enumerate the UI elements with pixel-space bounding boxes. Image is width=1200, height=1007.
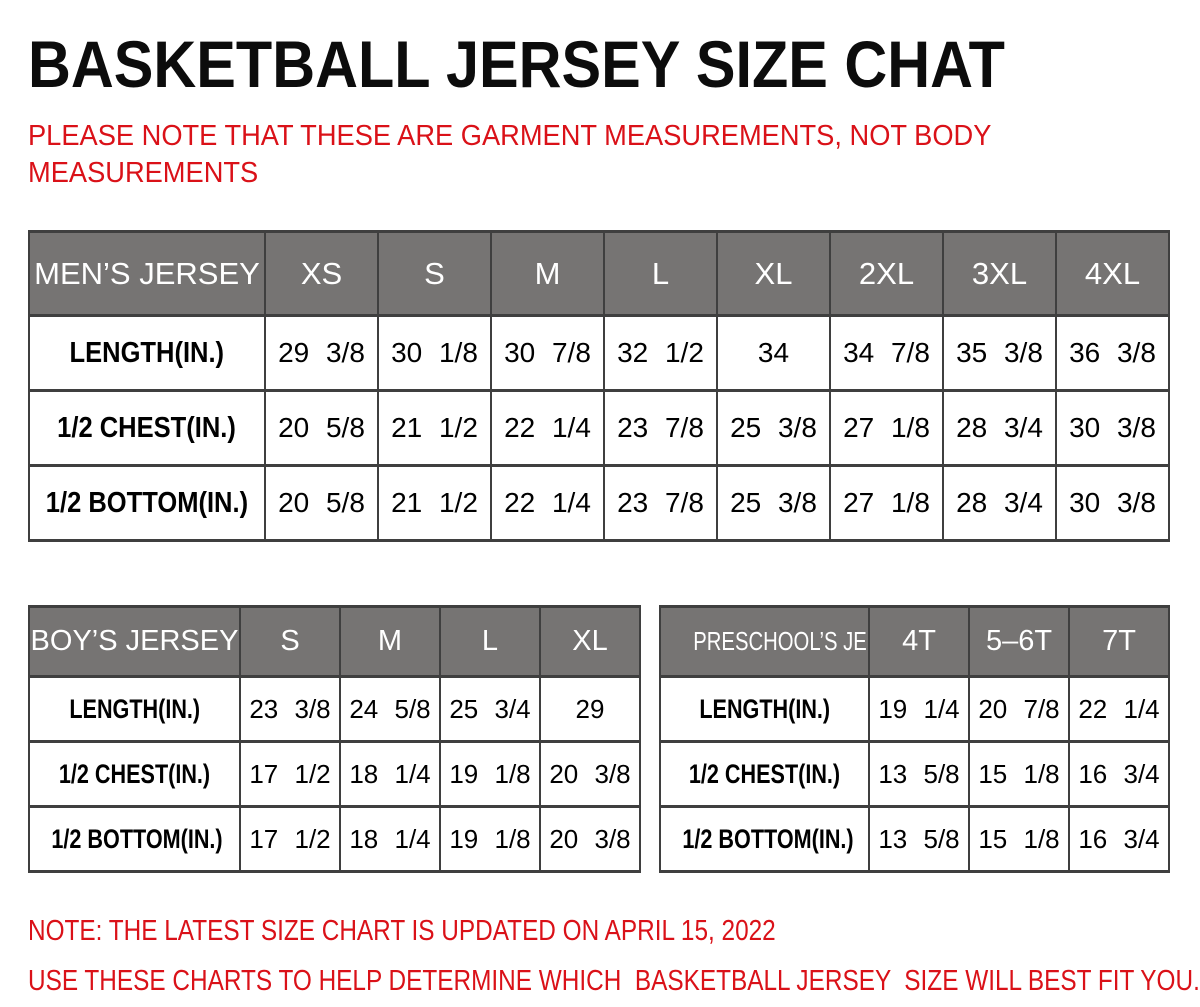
men-bottom-s: 21 1/2 xyxy=(377,464,492,542)
men-size-header-4xl: 4XL xyxy=(1055,230,1170,317)
preschool-size-header-5-6t: 5–6T xyxy=(968,605,1070,678)
men-length-xs: 29 3/8 xyxy=(264,314,379,392)
men-size-header-xs: XS xyxy=(264,230,379,317)
disclaimer-line-1: PLEASE NOTE THAT THESE ARE GARMENT MEASU… xyxy=(28,120,992,152)
preschool-bottom-row: 1/2 BOTTOM(IN.) 13 5/8 15 1/8 16 3/4 xyxy=(659,805,1170,873)
men-chest-2xl: 27 1/8 xyxy=(829,389,944,467)
preschool-chest-row: 1/2 CHEST(IN.) 13 5/8 15 1/8 16 3/4 xyxy=(659,740,1170,808)
men-table-header-row: MEN’S JERSEY XS S M L XL 2XL 3XL 4XL xyxy=(28,230,1170,317)
boys-size-header-l: L xyxy=(439,605,541,678)
boys-size-header-xl: XL xyxy=(539,605,641,678)
boys-length-s: 23 3/8 xyxy=(239,675,341,743)
boys-chest-label: 1/2 CHEST(IN.) xyxy=(28,740,241,808)
boys-chest-l: 19 1/8 xyxy=(439,740,541,808)
men-chest-row: 1/2 CHEST(IN.) 20 5/8 21 1/2 22 1/4 23 7… xyxy=(28,389,1170,467)
men-bottom-l: 23 7/8 xyxy=(603,464,718,542)
men-length-s: 30 1/8 xyxy=(377,314,492,392)
page-title: BASKETBALL JERSEY SIZE CHAT xyxy=(28,27,1005,101)
preschool-length-row: LENGTH(IN.) 19 1/4 20 7/8 22 1/4 xyxy=(659,675,1170,743)
men-bottom-m: 22 1/4 xyxy=(490,464,605,542)
men-length-m: 30 7/8 xyxy=(490,314,605,392)
men-chest-l: 23 7/8 xyxy=(603,389,718,467)
boys-chest-m: 18 1/4 xyxy=(339,740,441,808)
preschool-bottom-4t: 13 5/8 xyxy=(868,805,970,873)
boys-bottom-s: 17 1/2 xyxy=(239,805,341,873)
boys-bottom-label: 1/2 BOTTOM(IN.) xyxy=(28,805,241,873)
boys-length-row: LENGTH(IN.) 23 3/8 24 5/8 25 3/4 29 xyxy=(28,675,641,743)
boys-length-l: 25 3/4 xyxy=(439,675,541,743)
preschool-table-header-row: PRESCHOOL’S JERSEY 4T 5–6T 7T xyxy=(659,605,1170,678)
men-size-header-m: M xyxy=(490,230,605,317)
boys-bottom-xl: 20 3/8 xyxy=(539,805,641,873)
men-chest-4xl: 30 3/8 xyxy=(1055,389,1170,467)
preschool-length-label: LENGTH(IN.) xyxy=(659,675,870,743)
boys-chest-xl: 20 3/8 xyxy=(539,740,641,808)
preschool-length-5-6t: 20 7/8 xyxy=(968,675,1070,743)
men-length-4xl: 36 3/8 xyxy=(1055,314,1170,392)
disclaimer-line-2: MEASUREMENTS xyxy=(28,157,259,189)
men-length-xl: 34 xyxy=(716,314,831,392)
men-length-row: LENGTH(IN.) 29 3/8 30 1/8 30 7/8 32 1/2 … xyxy=(28,314,1170,392)
boys-length-m: 24 5/8 xyxy=(339,675,441,743)
preschool-bottom-5-6t: 15 1/8 xyxy=(968,805,1070,873)
boys-bottom-m: 18 1/4 xyxy=(339,805,441,873)
men-length-3xl: 35 3/8 xyxy=(942,314,1057,392)
men-length-2xl: 34 7/8 xyxy=(829,314,944,392)
footer-notes: NOTE: THE LATEST SIZE CHART IS UPDATED O… xyxy=(28,915,1200,998)
boys-length-xl: 29 xyxy=(539,675,641,743)
men-size-header-s: S xyxy=(377,230,492,317)
men-length-label: LENGTH(IN.) xyxy=(28,314,266,392)
preschool-chest-4t: 13 5/8 xyxy=(868,740,970,808)
preschool-chest-5-6t: 15 1/8 xyxy=(968,740,1070,808)
boys-size-header-s: S xyxy=(239,605,341,678)
update-note: NOTE: THE LATEST SIZE CHART IS UPDATED O… xyxy=(28,915,776,947)
men-bottom-2xl: 27 1/8 xyxy=(829,464,944,542)
preschool-bottom-7t: 16 3/4 xyxy=(1068,805,1170,873)
garment-measurement-disclaimer: PLEASE NOTE THAT THESE ARE GARMENT MEASU… xyxy=(28,118,1172,192)
preschool-bottom-label: 1/2 BOTTOM(IN.) xyxy=(659,805,870,873)
men-bottom-row: 1/2 BOTTOM(IN.) 20 5/8 21 1/2 22 1/4 23 … xyxy=(28,464,1170,542)
boys-bottom-row: 1/2 BOTTOM(IN.) 17 1/2 18 1/4 19 1/8 20 … xyxy=(28,805,641,873)
preschool-jersey-size-table: PRESCHOOL’S JERSEY 4T 5–6T 7T LENGTH(IN.… xyxy=(659,605,1170,873)
men-table-title-cell: MEN’S JERSEY xyxy=(28,230,266,317)
boys-chest-row: 1/2 CHEST(IN.) 17 1/2 18 1/4 19 1/8 20 3… xyxy=(28,740,641,808)
men-bottom-3xl: 28 3/4 xyxy=(942,464,1057,542)
men-size-header-2xl: 2XL xyxy=(829,230,944,317)
boys-length-label: LENGTH(IN.) xyxy=(28,675,241,743)
preschool-chest-label: 1/2 CHEST(IN.) xyxy=(659,740,870,808)
preschool-size-header-4t: 4T xyxy=(868,605,970,678)
men-length-l: 32 1/2 xyxy=(603,314,718,392)
boys-chest-s: 17 1/2 xyxy=(239,740,341,808)
men-bottom-xs: 20 5/8 xyxy=(264,464,379,542)
boys-jersey-size-table: BOY’S JERSEY S M L XL LENGTH(IN.) 23 3/8… xyxy=(28,605,641,873)
men-bottom-4xl: 30 3/8 xyxy=(1055,464,1170,542)
usage-note: USE THESE CHARTS TO HELP DETERMINE WHICH… xyxy=(28,965,1200,997)
men-size-header-xl: XL xyxy=(716,230,831,317)
men-chest-xl: 25 3/8 xyxy=(716,389,831,467)
preschool-chest-7t: 16 3/4 xyxy=(1068,740,1170,808)
men-chest-s: 21 1/2 xyxy=(377,389,492,467)
men-size-header-l: L xyxy=(603,230,718,317)
men-chest-m: 22 1/4 xyxy=(490,389,605,467)
men-jersey-size-table: MEN’S JERSEY XS S M L XL 2XL 3XL 4XL LEN… xyxy=(28,230,1170,542)
men-size-header-3xl: 3XL xyxy=(942,230,1057,317)
men-bottom-label: 1/2 BOTTOM(IN.) xyxy=(28,464,266,542)
preschool-table-title-cell: PRESCHOOL’S JERSEY xyxy=(659,605,870,678)
preschool-size-header-7t: 7T xyxy=(1068,605,1170,678)
boys-table-header-row: BOY’S JERSEY S M L XL xyxy=(28,605,641,678)
men-chest-label: 1/2 CHEST(IN.) xyxy=(28,389,266,467)
boys-size-header-m: M xyxy=(339,605,441,678)
preschool-length-7t: 22 1/4 xyxy=(1068,675,1170,743)
lower-tables-row: BOY’S JERSEY S M L XL LENGTH(IN.) 23 3/8… xyxy=(28,605,1172,873)
men-bottom-xl: 25 3/8 xyxy=(716,464,831,542)
preschool-length-4t: 19 1/4 xyxy=(868,675,970,743)
boys-bottom-l: 19 1/8 xyxy=(439,805,541,873)
men-chest-3xl: 28 3/4 xyxy=(942,389,1057,467)
men-chest-xs: 20 5/8 xyxy=(264,389,379,467)
boys-table-title-cell: BOY’S JERSEY xyxy=(28,605,241,678)
